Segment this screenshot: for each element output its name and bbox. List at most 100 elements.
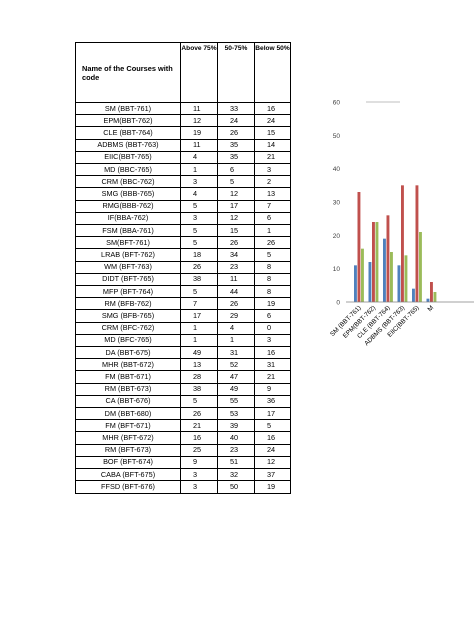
below-50-cell: 12: [254, 455, 291, 470]
above-75-cell: 1: [180, 163, 218, 177]
course-name-cell: CLE (BBT-764): [75, 126, 181, 140]
above-75-cell: 28: [180, 370, 218, 384]
below-50-cell: 15: [254, 126, 291, 140]
below-50-cell: 16: [254, 431, 291, 445]
course-name-cell: RM (BFT-673): [75, 443, 181, 457]
above-75-header: Above 75%: [180, 42, 218, 103]
above-75-cell: 11: [180, 101, 218, 116]
table-row: DM (BBT-680) 26 53 17: [75, 407, 291, 421]
table-row: SMG (BBB-765) 4 12 13: [75, 187, 291, 201]
table-row: RM (BFB-762) 7 26 19: [75, 297, 291, 311]
above-75-cell: 12: [180, 114, 218, 128]
bar: [412, 288, 415, 302]
above-75-cell: 26: [180, 260, 218, 274]
above-75-cell: 16: [180, 431, 218, 445]
above-75-cell: 21: [180, 419, 218, 433]
table-header-row: Name of the Courses with code Above 75% …: [75, 42, 291, 103]
bar: [415, 185, 419, 302]
bar: [433, 292, 437, 302]
y-tick-label: 10: [333, 266, 341, 273]
table-row: IF(BBA-762) 3 12 6: [75, 211, 291, 226]
below-50-cell: 8: [254, 272, 291, 287]
mid-50-75-cell: 17: [217, 199, 255, 213]
course-name-cell: RM (BFB-762): [75, 297, 181, 311]
y-tick-label: 30: [333, 200, 341, 207]
course-name-cell: SM (BBT-761): [75, 101, 181, 116]
below-50-cell: 5: [254, 419, 291, 433]
above-75-cell: 9: [180, 455, 218, 470]
bar: [375, 222, 379, 302]
course-name-cell: MHR (BBT-672): [75, 358, 181, 372]
below-50-cell: 24: [254, 114, 291, 128]
mid-50-75-cell: 1: [217, 333, 255, 348]
course-name-cell: MHR (BFT-672): [75, 431, 181, 445]
table-row: FM (BFT-671) 21 39 5: [75, 419, 291, 433]
below-50-cell: 3: [254, 163, 291, 177]
mid-50-75-cell: 26: [217, 236, 255, 250]
y-tick-label: 40: [333, 166, 341, 173]
below-50-cell: 37: [254, 468, 291, 482]
course-name-cell: RMG(BBB-762): [75, 199, 181, 213]
mid-50-75-cell: 47: [217, 370, 255, 384]
mid-50-75-cell: 6: [217, 163, 255, 177]
results-table: Name of the Courses with code Above 75% …: [75, 42, 291, 494]
above-75-cell: 1: [180, 321, 218, 335]
below-50-cell: 24: [254, 443, 291, 457]
course-name-cell: RM (BBT-673): [75, 382, 181, 396]
above-75-cell: 3: [180, 468, 218, 482]
y-tick-label: 60: [333, 100, 341, 107]
table-row: MD (BBC-765) 1 6 3: [75, 163, 291, 177]
course-name-cell: CABA (BFT-675): [75, 468, 181, 482]
bar: [386, 215, 390, 302]
table-row: RMG(BBB-762) 5 17 7: [75, 199, 291, 213]
mid-50-75-cell: 40: [217, 431, 255, 445]
bar: [383, 238, 386, 302]
table-row: EPM(BBT-762) 12 24 24: [75, 114, 291, 128]
table-row: CRM (BFC-762) 1 4 0: [75, 321, 291, 335]
below-50-cell: 26: [254, 236, 291, 250]
course-name-cell: MFP (BFT-764): [75, 285, 181, 299]
above-75-cell: 11: [180, 138, 218, 152]
bar: [401, 185, 404, 302]
mid-50-75-cell: 34: [217, 248, 255, 262]
above-75-cell: 4: [180, 187, 218, 201]
below-50-cell: 5: [254, 248, 291, 262]
mid-50-75-cell: 15: [217, 224, 255, 238]
mid-50-75-cell: 5: [217, 175, 255, 189]
below-50-cell: 7: [254, 199, 291, 213]
bar: [354, 265, 357, 302]
above-75-cell: 18: [180, 248, 218, 262]
below-50-header: Below 50%: [254, 42, 291, 103]
table-row: FFSD (BFT-676) 3 50 19: [75, 480, 291, 494]
mid-50-75-cell: 53: [217, 407, 255, 421]
above-75-cell: 13: [180, 358, 218, 372]
below-50-cell: 16: [254, 101, 291, 116]
mid-50-75-cell: 23: [217, 443, 255, 457]
table-row: DIDT (BFT-765) 38 11 8: [75, 272, 291, 287]
course-name-cell: CA (BBT-676): [75, 394, 181, 409]
bar: [357, 192, 361, 302]
table-row: FM (BBT-671) 28 47 21: [75, 370, 291, 384]
course-name-header: Name of the Courses with code: [75, 42, 181, 103]
table-row: MHR (BBT-672) 13 52 31: [75, 358, 291, 372]
above-75-cell: 26: [180, 407, 218, 421]
course-name-cell: EIIC(BBT-765): [75, 150, 181, 165]
mid-50-75-cell: 33: [217, 101, 255, 116]
below-50-cell: 36: [254, 394, 291, 409]
below-50-cell: 19: [254, 480, 291, 494]
table-row: CLE (BBT-764) 19 26 15: [75, 126, 291, 140]
below-50-cell: 21: [254, 370, 291, 384]
course-name-cell: EPM(BBT-762): [75, 114, 181, 128]
table-row: WM (BFT-763) 26 23 8: [75, 260, 291, 274]
table-row: ADBMS (BBT-763) 11 35 14: [75, 138, 291, 152]
bar: [372, 222, 375, 302]
course-name-cell: DM (BBT-680): [75, 407, 181, 421]
bar: [397, 265, 401, 302]
below-50-cell: 2: [254, 175, 291, 189]
above-75-cell: 4: [180, 150, 218, 165]
mid-50-75-cell: 26: [217, 297, 255, 311]
course-name-cell: LRAB (BFT-762): [75, 248, 181, 262]
below-50-cell: 31: [254, 358, 291, 372]
y-tick-label: 20: [333, 233, 341, 240]
